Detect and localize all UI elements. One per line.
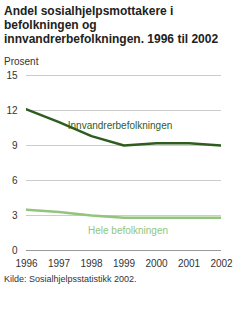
svg-text:2002: 2002 (210, 258, 233, 269)
svg-text:1997: 1997 (48, 258, 71, 269)
html-text:Andel sosialhjelpsmottakere i: Andel sosialhjelpsmottakere i befolkning… (4, 4, 219, 46)
svg-text:2001: 2001 (178, 258, 201, 269)
html-text:Prosent: Prosent (4, 56, 39, 67)
svg-text:0: 0 (12, 245, 18, 256)
svg-text:12: 12 (6, 105, 18, 116)
svg-text:Hele befolkningen: Hele befolkningen (88, 225, 168, 236)
svg-text:9: 9 (12, 140, 18, 151)
svg-text:1998: 1998 (80, 258, 103, 269)
html-text:Kilde: Sosialhjelpsstatistikk: Kilde: Sosialhjelpsstatistikk 2002. (4, 274, 137, 284)
svg-text:2000: 2000 (145, 258, 168, 269)
svg-text:15: 15 (6, 70, 18, 81)
svg-text:3: 3 (12, 210, 18, 221)
svg-text:6: 6 (12, 175, 18, 186)
svg-text:Innvandrerbefolkningen: Innvandrerbefolkningen (68, 120, 173, 131)
svg-text:1999: 1999 (113, 258, 136, 269)
svg-text:1996: 1996 (15, 258, 38, 269)
